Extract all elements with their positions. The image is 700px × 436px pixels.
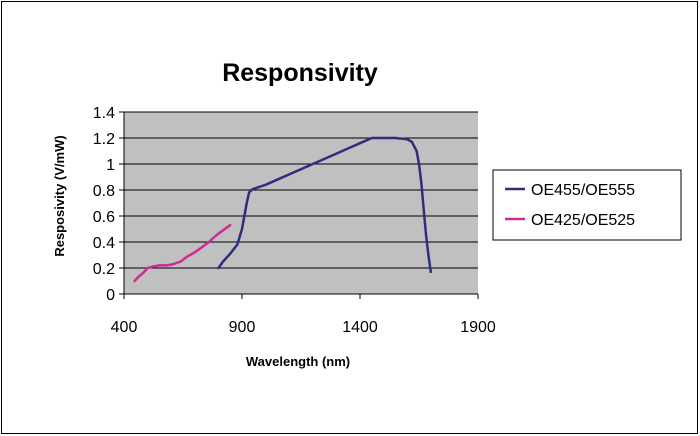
- x-tick-label: 400: [111, 319, 138, 336]
- y-axis-ticks: 0 0.2 0.4 0.6 0.8 1 1.2 1.4: [93, 105, 124, 304]
- x-tick-label: 1900: [460, 319, 496, 336]
- legend-label-2: OE425/OE525: [531, 212, 635, 229]
- legend-label-1: OE455/OE555: [531, 182, 635, 199]
- grid-lines: [124, 111, 478, 269]
- y-tick-label: 0.4: [93, 235, 115, 252]
- plot-area: [124, 112, 478, 294]
- x-tick-label: 1400: [342, 319, 378, 336]
- y-tick-label: 1.2: [93, 131, 115, 148]
- y-tick-label: 0.2: [93, 261, 115, 278]
- x-tick-label: 900: [229, 319, 256, 336]
- y-axis-label: Resposivity (V/mW): [52, 135, 67, 256]
- legend-box: [492, 169, 682, 241]
- y-tick-label: 1.4: [93, 105, 115, 122]
- chart-title: Responsivity: [222, 59, 378, 87]
- legend: OE455/OE555 OE425/OE525: [492, 169, 682, 241]
- x-axis-ticks: 400 900 1400 1900: [111, 294, 496, 336]
- y-tick-label: 0.8: [93, 183, 115, 200]
- x-axis-label: Wavelength (nm): [246, 354, 350, 369]
- series-line-2: [133, 223, 232, 283]
- series-lines: [133, 136, 433, 283]
- y-tick-label: 1: [106, 157, 115, 174]
- series-line-1: [217, 136, 433, 274]
- y-tick-label: 0: [106, 287, 115, 304]
- axes: [123, 112, 478, 295]
- y-tick-label: 0.6: [93, 209, 115, 226]
